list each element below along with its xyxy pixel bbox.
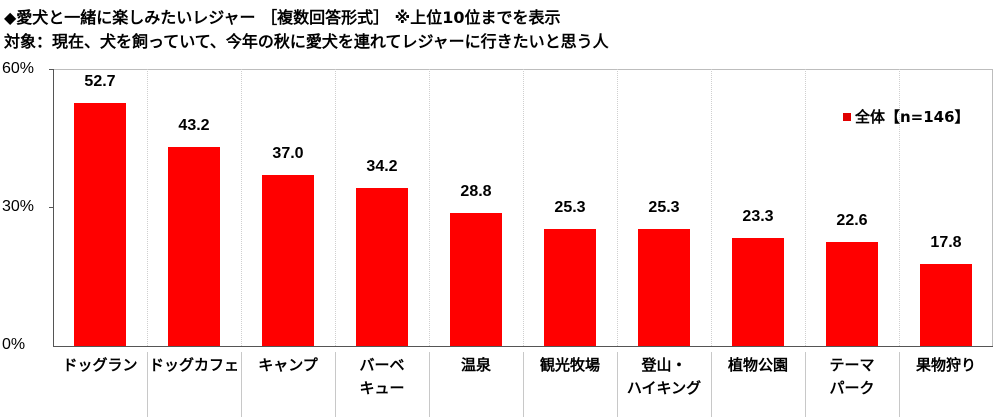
- category-separator: [711, 352, 712, 417]
- grid-line: [429, 69, 430, 346]
- bar: [450, 213, 502, 346]
- x-tick-label: バーベ キュー: [359, 356, 405, 397]
- grid-line: [147, 69, 148, 346]
- bar: [74, 103, 126, 346]
- legend-label: 全体【n=146】: [855, 108, 970, 126]
- data-label: 43.2: [178, 117, 210, 134]
- bar: [920, 264, 972, 346]
- data-label: 25.3: [554, 199, 586, 216]
- x-tick-label: ドッグカフェ: [148, 356, 239, 374]
- x-tick-label: 温泉: [460, 356, 491, 374]
- category-separator: [617, 352, 618, 417]
- chart-title: ◆愛犬と一緒に楽しみたいレジャー ［複数回答形式］ ※上位10位までを表示: [4, 8, 561, 27]
- x-tick-label: 果物狩り: [915, 356, 976, 374]
- category-separator: [899, 352, 900, 417]
- y-axis: [53, 69, 54, 347]
- bar: [638, 229, 690, 346]
- data-label: 23.3: [742, 208, 774, 225]
- y-tick-label-0: 0%: [2, 336, 26, 353]
- grid-line: [617, 69, 618, 346]
- bar: [544, 229, 596, 346]
- x-tick-label: キャンプ: [258, 356, 318, 374]
- grid-line: [523, 69, 524, 346]
- bar: [262, 175, 314, 346]
- data-label: 37.0: [272, 145, 304, 162]
- x-tick-label: ドッグラン: [62, 356, 138, 374]
- data-label: 25.3: [648, 199, 680, 216]
- bar: [168, 147, 220, 346]
- bar: [732, 238, 784, 346]
- x-tick-label: 登山・ ハイキング: [626, 356, 702, 397]
- y-tick-label-30: 30%: [2, 198, 35, 215]
- chart-subtitle: 対象：現在、犬を飼っていて、今年の秋に愛犬を連れてレジャーに行きたいと思う人: [4, 32, 609, 51]
- x-axis: [53, 346, 993, 347]
- data-label: 34.2: [366, 158, 398, 175]
- category-separator: [335, 352, 336, 417]
- x-tick-label: 観光牧場: [539, 356, 600, 374]
- legend-swatch-icon: [843, 112, 851, 121]
- y-tick-label-60: 60%: [2, 60, 35, 77]
- y-tick-60: [49, 69, 54, 70]
- category-separator: [523, 352, 524, 417]
- data-label: 22.6: [836, 212, 868, 229]
- category-separator: [241, 352, 242, 417]
- category-separator: [147, 352, 148, 417]
- data-label: 28.8: [460, 183, 492, 200]
- grid-line: [241, 69, 242, 346]
- legend: 全体【n=146】: [843, 106, 970, 127]
- y-tick-30: [49, 207, 54, 208]
- category-separator: [805, 352, 806, 417]
- data-label: 52.7: [84, 73, 116, 90]
- x-tick-label: テーマ パーク: [829, 356, 875, 397]
- grid-line: [805, 69, 806, 346]
- grid-line: [335, 69, 336, 346]
- category-separator: [429, 352, 430, 417]
- x-tick-label: 植物公園: [727, 356, 788, 374]
- bar: [356, 188, 408, 346]
- grid-line: [899, 69, 900, 346]
- grid-line: [711, 69, 712, 346]
- bar: [826, 242, 878, 346]
- data-label: 17.8: [930, 234, 962, 251]
